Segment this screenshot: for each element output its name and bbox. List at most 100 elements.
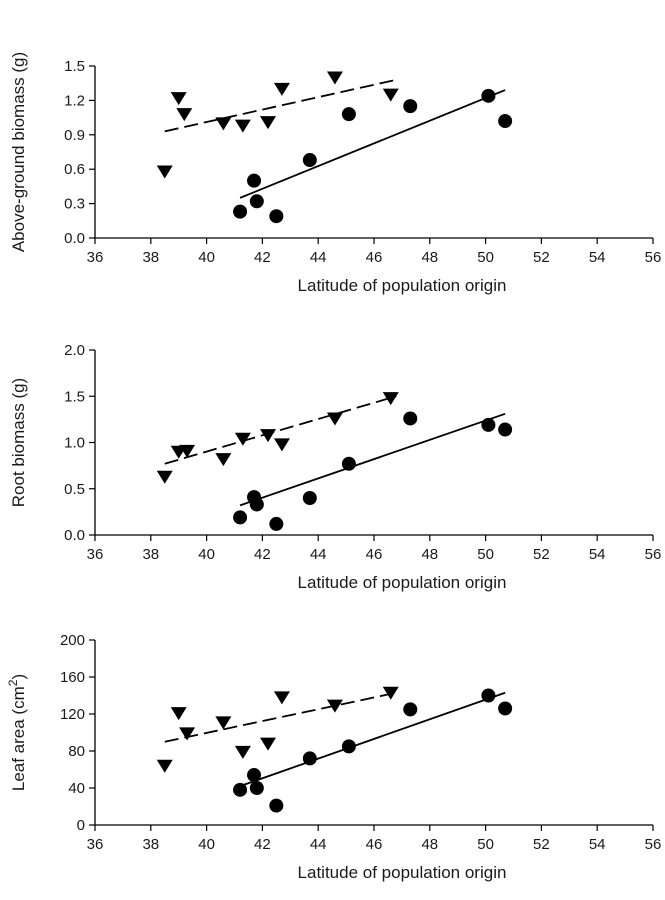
solid-fit-line <box>239 89 506 199</box>
x-tick-label: 36 <box>87 546 104 563</box>
y-tick-label: 0.0 <box>64 230 85 247</box>
x-tick-label: 46 <box>366 546 383 563</box>
y-tick-label: 160 <box>60 669 85 686</box>
x-tick-label: 38 <box>142 249 159 266</box>
y-axis-title-suffix: ) <box>9 674 28 680</box>
x-tick-label: 56 <box>645 249 662 266</box>
x-tick-label: 42 <box>254 546 271 563</box>
x-tick-label: 48 <box>421 546 438 563</box>
x-tick-label: 46 <box>366 249 383 266</box>
panel-3: 0 40 80 120 160 200 36 38 40 42 44 46 48 50 52 54 56 Lati… <box>6 632 661 882</box>
solid-fit-line <box>239 412 506 507</box>
circle-marker <box>341 739 356 754</box>
circle-marker <box>481 688 496 703</box>
triangle-down-marker <box>234 119 251 133</box>
triangle-down-marker <box>156 759 173 773</box>
triangle-down-marker <box>259 737 276 751</box>
y-axis-title: Above-ground biomass (g) <box>9 52 28 252</box>
dashed-fit-line <box>164 395 397 465</box>
circle-marker <box>247 768 262 783</box>
x-tick-label: 36 <box>87 249 104 266</box>
circle-marker <box>498 422 513 437</box>
circle-marker <box>233 510 248 525</box>
y-axis-title-text: Root biomass (g) <box>9 378 28 507</box>
circle-marker <box>269 516 284 531</box>
circle-marker <box>302 153 317 168</box>
triangle-down-marker <box>176 108 193 122</box>
x-tick-label: 38 <box>142 836 159 853</box>
triangle-down-marker <box>326 71 343 85</box>
x-axis-title: Latitude of population origin <box>298 276 507 295</box>
triangle-down-marker <box>259 429 276 443</box>
y-tick-label: 0 <box>77 817 85 834</box>
solid-fit-line <box>239 691 506 787</box>
y-tick-label: 1.2 <box>64 92 85 109</box>
y-tick-label: 2.0 <box>64 342 85 359</box>
x-tick-label: 44 <box>310 249 327 266</box>
x-tick-label: 40 <box>198 546 215 563</box>
y-axis-title-text: Above-ground biomass (g) <box>9 52 28 252</box>
x-tick-label: 42 <box>254 836 271 853</box>
x-tick-label: 56 <box>645 546 662 563</box>
y-tick-label: 0.6 <box>64 161 85 178</box>
y-axis-title: Leaf area (cm2) <box>6 674 28 791</box>
x-tick-label: 36 <box>87 836 104 853</box>
circle-marker <box>269 209 284 224</box>
triangle-down-marker <box>326 412 343 426</box>
y-tick-label: 0.9 <box>64 127 85 144</box>
y-tick-label: 1.0 <box>64 435 85 452</box>
circle-marker <box>403 411 418 426</box>
x-tick-label: 56 <box>645 836 662 853</box>
circle-marker <box>249 781 264 795</box>
x-tick-label: 42 <box>254 249 271 266</box>
circle-marker <box>498 114 513 129</box>
x-tick-label: 54 <box>589 836 606 853</box>
panel-2: 0.0 0.5 1.0 1.5 2.0 36 38 40 42 44 46 48 50 52 54 56 Lat… <box>9 342 661 592</box>
y-tick-label: 200 <box>60 632 85 649</box>
y-tick-label: 0.3 <box>64 196 85 213</box>
panel-1: 0.0 0.3 0.6 0.9 1.2 1.5 36 38 40 42 44 46 48 50 52 54 56… <box>9 52 661 295</box>
x-axis-title: Latitude of population origin <box>298 863 507 882</box>
triangle-down-marker <box>234 745 251 759</box>
x-tick-label: 52 <box>533 249 550 266</box>
circle-marker <box>233 204 248 219</box>
triangle-down-marker <box>215 453 232 467</box>
circle-marker <box>233 782 248 797</box>
x-tick-label: 52 <box>533 836 550 853</box>
circle-marker <box>498 701 513 716</box>
triangle-down-marker <box>170 92 187 106</box>
triangle-down-marker <box>156 470 173 484</box>
triangle-down-marker <box>156 165 173 179</box>
x-tick-label: 44 <box>310 546 327 563</box>
circle-marker <box>341 107 356 122</box>
x-tick-label: 50 <box>477 249 494 266</box>
circle-marker <box>403 99 418 114</box>
x-tick-label: 44 <box>310 836 327 853</box>
x-tick-label: 50 <box>477 546 494 563</box>
triangle-down-marker <box>382 392 399 406</box>
y-axis-title-text: Leaf area (cm <box>9 686 28 791</box>
y-tick-label: 0.5 <box>64 481 85 498</box>
y-tick-label: 80 <box>68 743 85 760</box>
x-tick-label: 54 <box>589 546 606 563</box>
triangle-down-marker <box>215 117 232 131</box>
x-tick-label: 38 <box>142 546 159 563</box>
circle-marker <box>341 456 356 471</box>
circle-marker <box>481 417 496 432</box>
circle-marker <box>302 751 317 766</box>
triangle-down-marker <box>259 116 276 130</box>
triangle-down-marker <box>215 716 232 730</box>
triangle-down-marker <box>326 699 343 713</box>
triangle-down-marker <box>179 444 196 458</box>
y-tick-label: 120 <box>60 706 85 723</box>
circle-marker <box>247 173 262 188</box>
circle-marker <box>302 491 317 505</box>
circle-marker <box>403 702 418 717</box>
x-tick-label: 46 <box>366 836 383 853</box>
circle-marker <box>481 88 496 103</box>
triangle-down-marker <box>234 432 251 446</box>
circle-marker <box>249 497 264 512</box>
circle-marker <box>249 194 264 209</box>
triangle-down-marker <box>273 691 290 705</box>
